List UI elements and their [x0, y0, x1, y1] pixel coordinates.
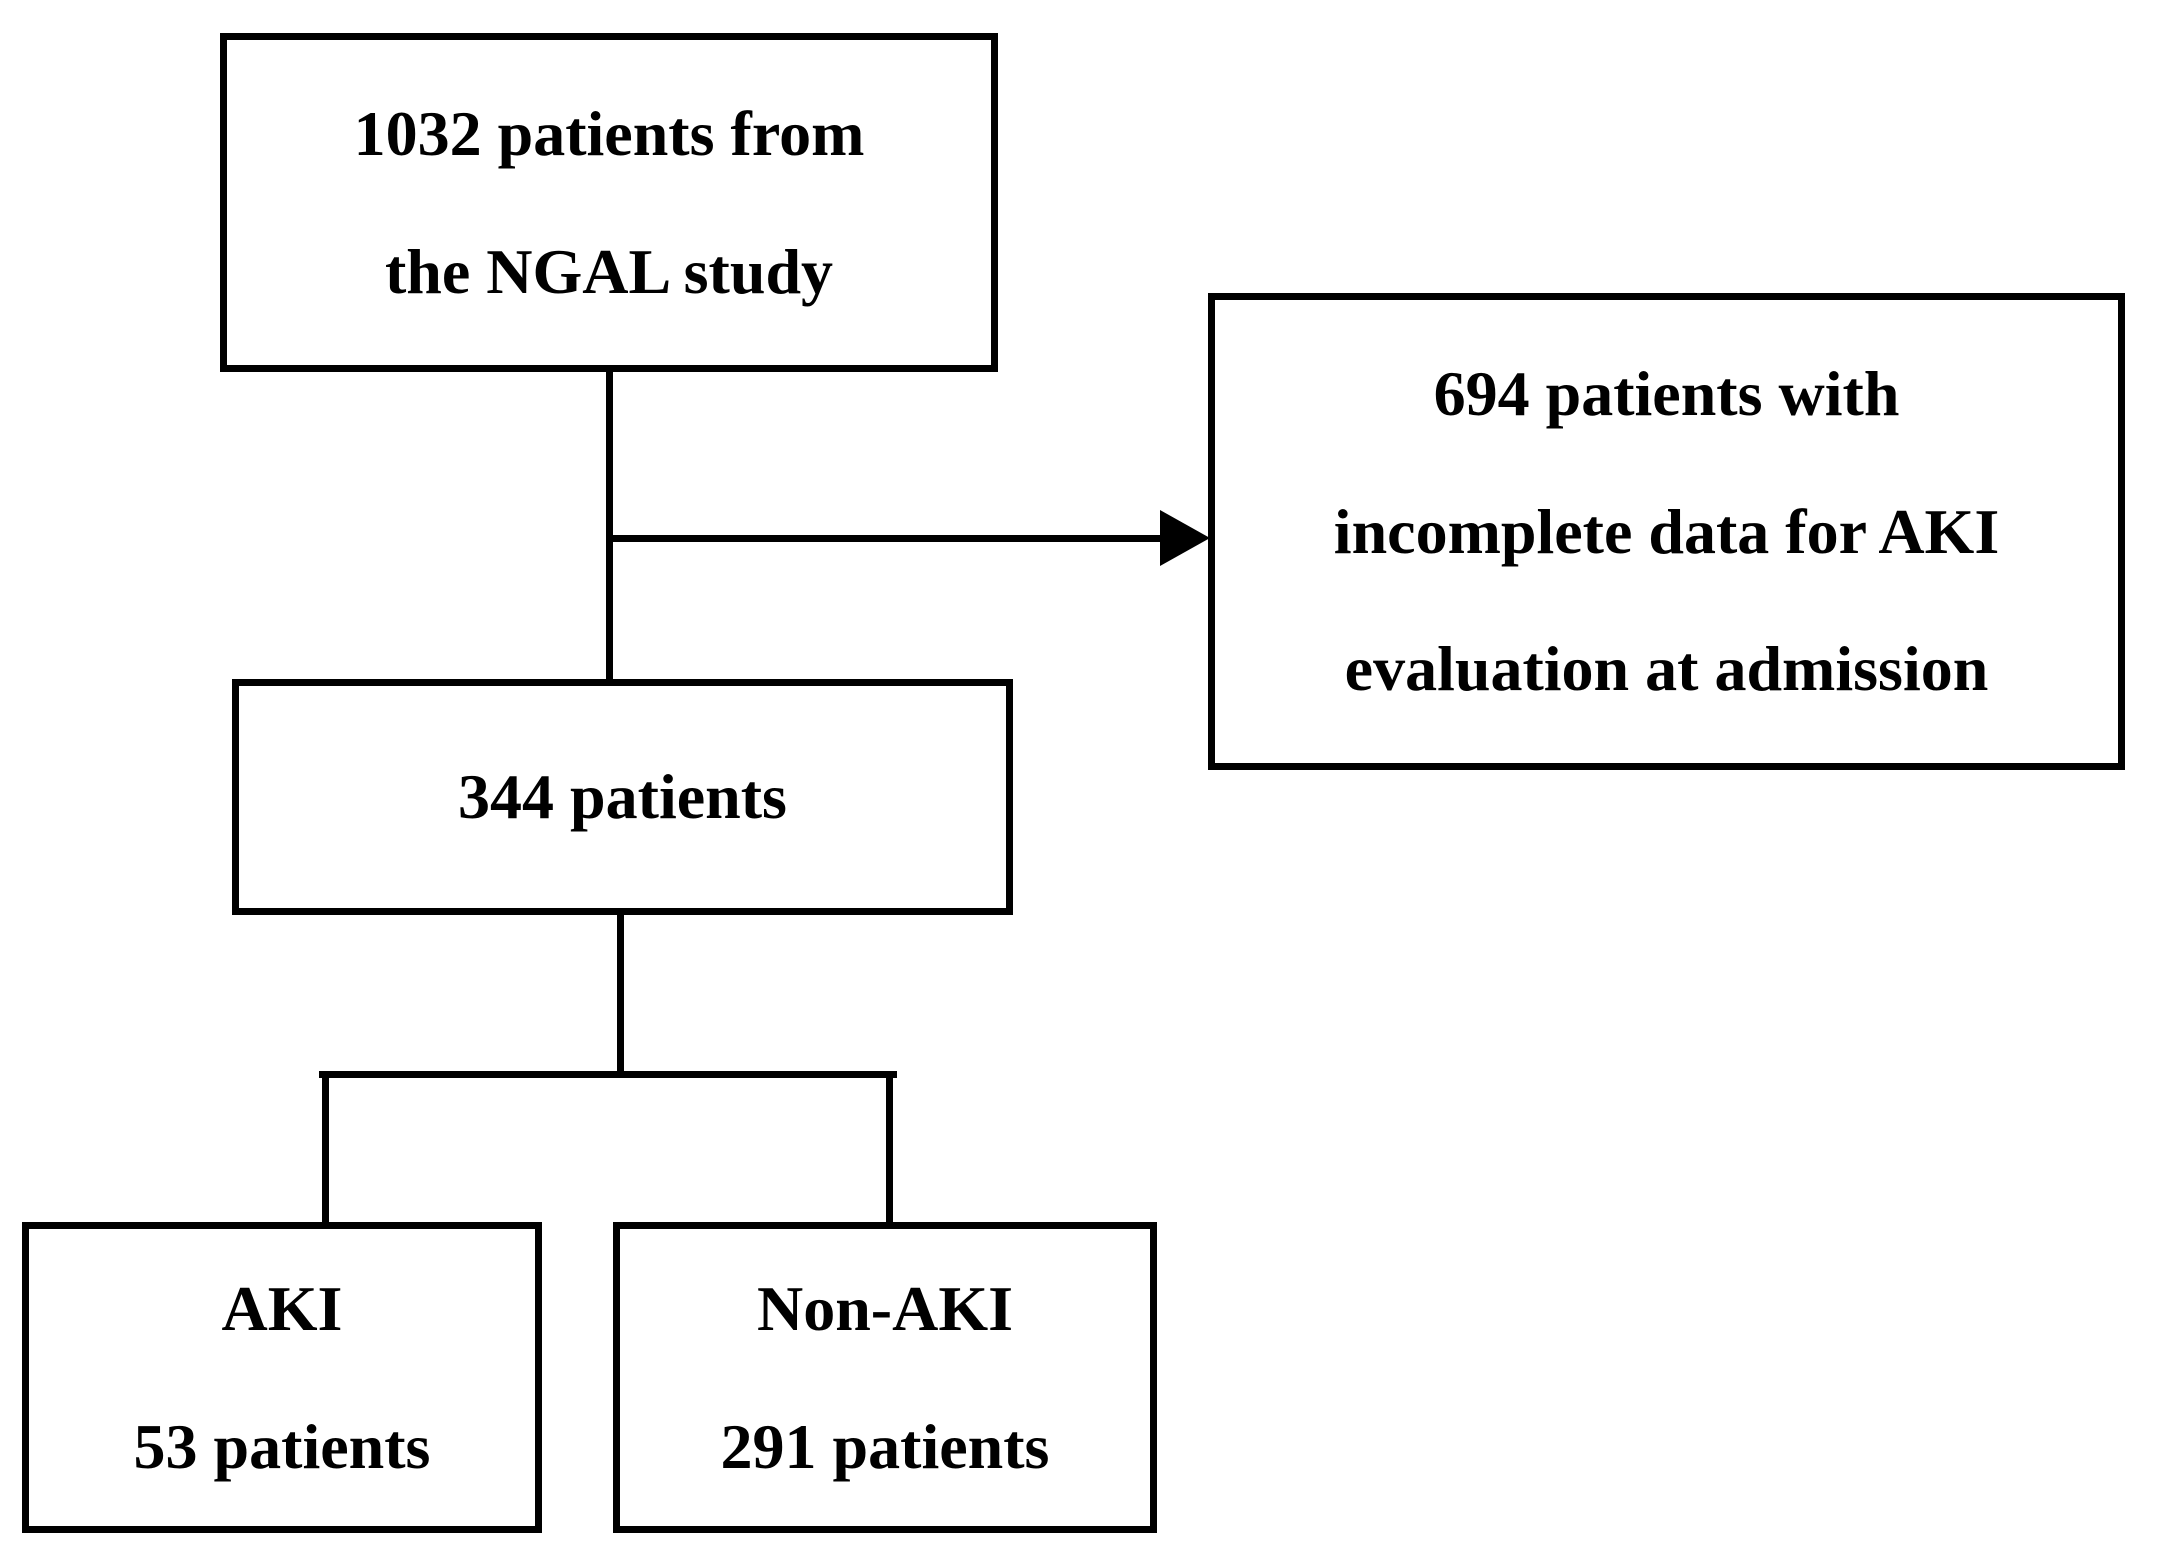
box-line: 291 patients: [720, 1410, 1050, 1482]
box-aki-group: AKI 53 patients: [22, 1222, 542, 1533]
box-excluded-patients: 694 patients with incomplete data for AK…: [1208, 293, 2125, 770]
box-source-patients: 1032 patients from the NGAL study: [220, 33, 998, 372]
connector-included-to-branch: [617, 915, 624, 1075]
box-non-aki-group: Non-AKI 291 patients: [613, 1222, 1157, 1533]
connector-branch-horizontal: [319, 1071, 897, 1078]
box-line: 1032 patients from: [353, 97, 865, 169]
box-line: the NGAL study: [384, 235, 834, 307]
connector-branch-to-non-aki: [886, 1071, 893, 1241]
box-line: 344 patients: [458, 761, 787, 833]
connector-source-to-included: [606, 372, 613, 679]
box-line: 694 patients with: [1433, 358, 1900, 430]
box-line: evaluation at admission: [1344, 633, 1989, 705]
box-included-patients: 344 patients: [232, 679, 1013, 915]
box-line: AKI: [221, 1272, 343, 1344]
connector-exclusion-arrow-shaft: [609, 535, 1162, 542]
box-line: 53 patients: [133, 1410, 431, 1482]
connector-branch-to-aki: [322, 1071, 329, 1222]
box-line: Non-AKI: [756, 1272, 1014, 1344]
arrow-right-icon: [1160, 510, 1210, 566]
box-line: incomplete data for AKI: [1333, 495, 2000, 567]
